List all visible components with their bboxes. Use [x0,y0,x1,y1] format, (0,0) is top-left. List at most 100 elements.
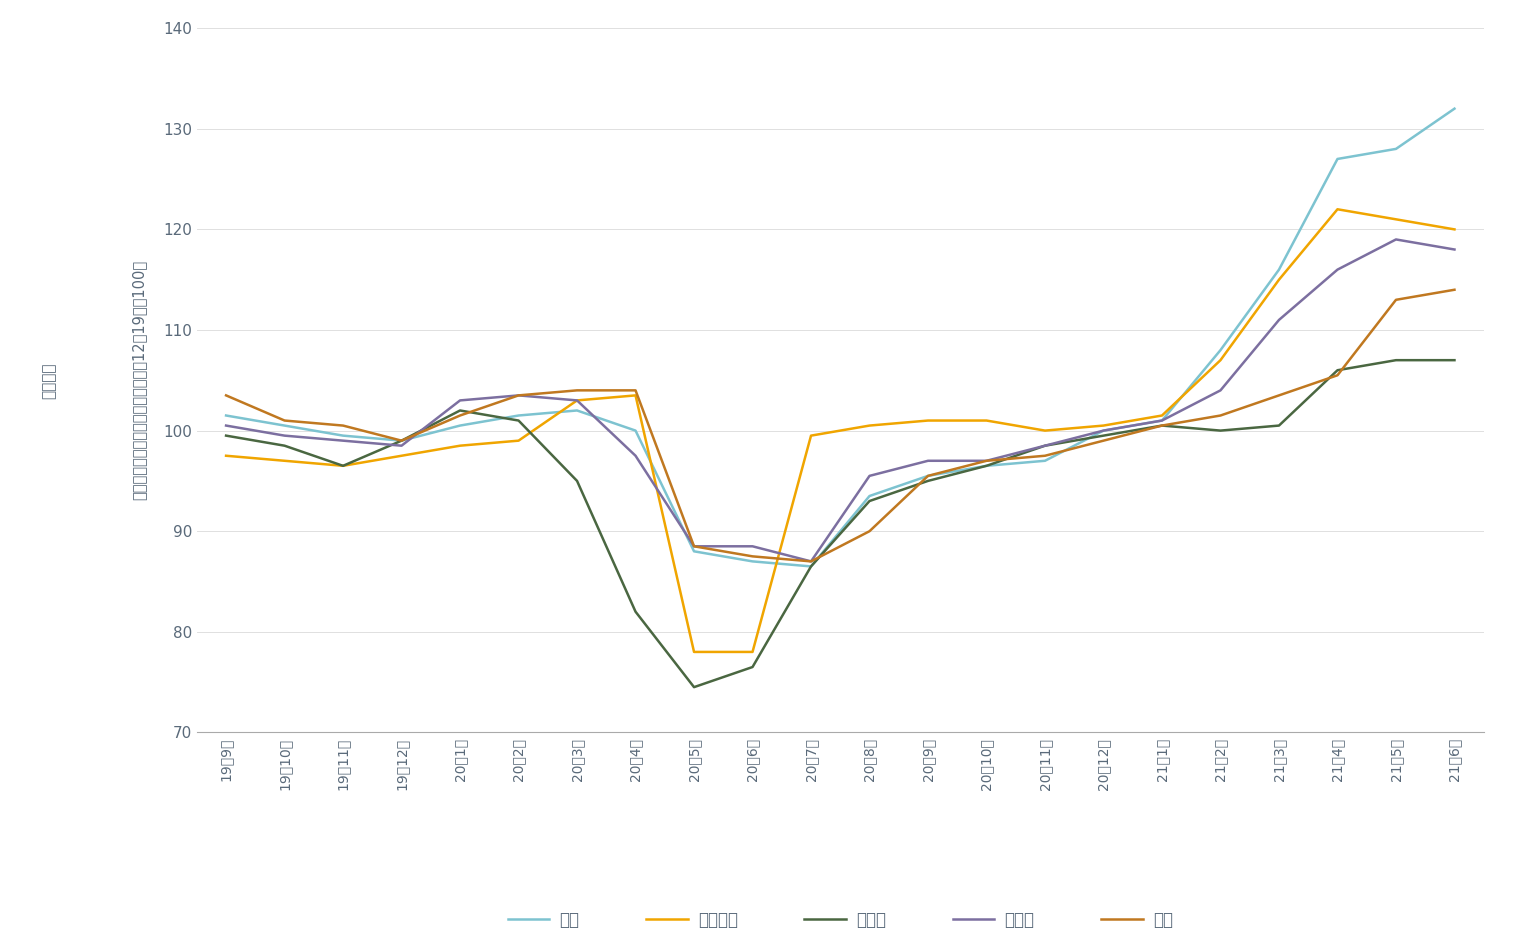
泰國 [802,556,821,567]
泰國 [568,385,586,396]
印尼 [1036,455,1054,467]
菲律賓 [509,415,528,426]
泰國 [1446,285,1464,296]
馬來西亞 [1095,420,1113,431]
馬來西亞 [1446,223,1464,235]
馬來西亞 [276,455,294,467]
菲律賓 [335,460,353,471]
馬來西亞 [1154,410,1172,422]
新加坡 [509,390,528,401]
新加坡 [1095,425,1113,437]
新加坡 [1036,440,1054,452]
泰國 [217,390,235,401]
Line: 菲律賓: 菲律賓 [226,361,1455,687]
馬來西亞 [217,450,235,461]
新加坡 [217,420,235,431]
馬來西亞 [509,435,528,446]
泰國 [392,435,410,446]
馬來西亞 [860,420,878,431]
印尼 [1446,103,1464,115]
Line: 泰國: 泰國 [226,290,1455,562]
新加坡 [743,541,762,552]
馬來西亞 [1328,204,1346,215]
Line: 印尼: 印尼 [226,109,1455,566]
泰國 [1211,410,1229,422]
馬來西亞 [1387,214,1405,225]
泰國 [1095,435,1113,446]
印尼 [743,556,762,567]
新加坡 [627,450,645,461]
新加坡 [1270,315,1288,326]
印尼 [978,460,996,471]
菲律賓 [743,661,762,672]
印尼 [684,546,702,557]
馬來西亞 [1036,425,1054,437]
新加坡 [1387,234,1405,245]
泰國 [1270,390,1288,401]
泰國 [684,541,702,552]
Legend: 印尼, 馬來西亞, 菲律賓, 新加坡, 泰國: 印尼, 馬來西亞, 菲律賓, 新加坡, 泰國 [501,904,1179,935]
馬來西亞 [978,415,996,426]
新加坡 [392,440,410,452]
馬來西亞 [919,415,937,426]
馬來西亞 [1211,355,1229,366]
印尼 [1211,345,1229,356]
印尼 [451,420,469,431]
菲律賓 [1095,430,1113,441]
菲律賓 [627,606,645,617]
泰國 [276,415,294,426]
菲律賓 [1328,364,1346,376]
印尼 [335,430,353,441]
馬來西亞 [743,646,762,657]
新加坡 [1446,244,1464,255]
新加坡 [1211,385,1229,396]
菲律賓 [1036,440,1054,452]
印尼 [1095,425,1113,437]
新加坡 [860,470,878,482]
馬來西亞 [627,390,645,401]
菲律賓 [1154,420,1172,431]
泰國 [509,390,528,401]
菲律賓 [802,561,821,572]
新加坡 [1154,415,1172,426]
馬來西亞 [802,430,821,441]
新加坡 [1328,264,1346,275]
印尼 [568,405,586,416]
印尼 [1328,153,1346,164]
泰國 [743,550,762,562]
印尼 [1154,415,1172,426]
印尼 [802,561,821,572]
泰國 [1036,450,1054,461]
馬來西亞 [568,394,586,406]
泰國 [1154,420,1172,431]
菲律賓 [217,430,235,441]
泰國 [335,420,353,431]
新加坡 [276,430,294,441]
印尼 [860,490,878,501]
馬來西亞 [335,460,353,471]
菲律賓 [392,435,410,446]
泰國 [1387,294,1405,305]
新加坡 [978,455,996,467]
新加坡 [684,541,702,552]
新加坡 [919,455,937,467]
印尼 [276,420,294,431]
印尼 [1387,144,1405,155]
Line: 新加坡: 新加坡 [226,239,1455,562]
泰國 [978,455,996,467]
Text: 東協出口: 東協出口 [41,362,56,398]
印尼 [1270,264,1288,275]
Text: （經季節調整，三個月移動平均值，12月19日＝100）: （經季節調整，三個月移動平均值，12月19日＝100） [132,260,147,500]
菲律賓 [1387,355,1405,366]
新加坡 [451,394,469,406]
馬來西亞 [684,646,702,657]
泰國 [1328,370,1346,381]
新加坡 [568,394,586,406]
印尼 [392,435,410,446]
泰國 [860,526,878,537]
菲律賓 [568,475,586,486]
印尼 [509,410,528,422]
印尼 [919,470,937,482]
新加坡 [802,556,821,567]
馬來西亞 [1270,274,1288,285]
